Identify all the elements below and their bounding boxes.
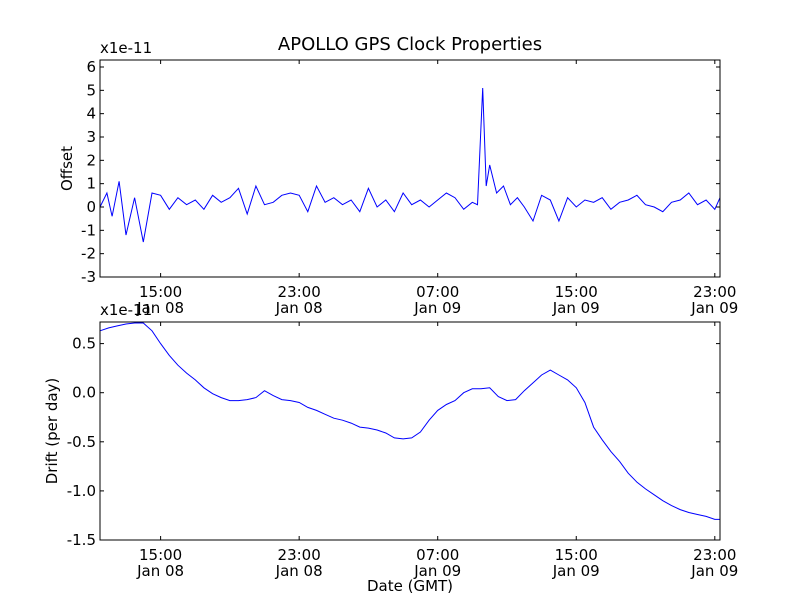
offset-ytick-label: -3 (81, 268, 96, 286)
drift-y-axis-label: Drift (per day) (43, 378, 61, 485)
drift-xtick-date: Jan 08 (136, 562, 184, 580)
offset-xtick-date: Jan 09 (552, 299, 600, 317)
drift-xtick-date: Jan 09 (690, 562, 738, 580)
drift-xtick-time: 15:00 (139, 546, 182, 564)
offset-xtick-date: Jan 09 (690, 299, 738, 317)
offset-ytick-label: 4 (86, 105, 96, 123)
drift-xtick-date: Jan 09 (552, 562, 600, 580)
offset-ytick-label: 1 (86, 175, 96, 193)
drift-scale-label: x1e-11 (100, 301, 152, 319)
x-axis-label: Date (GMT) (367, 577, 453, 595)
drift-axes-frame (99, 321, 721, 541)
drift-ytick-label: -1.5 (67, 531, 96, 549)
offset-xtick-time: 23:00 (278, 283, 321, 301)
drift-ytick-label: -0.5 (67, 433, 96, 451)
offset-xtick-date: Jan 09 (413, 299, 461, 317)
offset-ytick-label: -1 (81, 221, 96, 239)
offset-xtick-time: 15:00 (555, 283, 598, 301)
offset-xtick-date: Jan 08 (275, 299, 323, 317)
offset-scale-label: x1e-11 (100, 39, 152, 57)
offset-ytick-label: 2 (86, 151, 96, 169)
drift-ytick-label: 0.0 (72, 384, 96, 402)
offset-line (99, 87, 721, 243)
offset-xtick-time: 15:00 (139, 283, 182, 301)
drift-xtick-time: 23:00 (693, 546, 736, 564)
offset-ytick-label: 5 (86, 81, 96, 99)
offset-axes-frame (99, 59, 721, 278)
offset-ytick-label: 6 (86, 58, 96, 76)
drift-xtick-time: 07:00 (416, 546, 459, 564)
drift-line (99, 322, 720, 520)
drift-ytick-label: -1.0 (67, 482, 96, 500)
drift-xtick-date: Jan 09 (413, 562, 461, 580)
drift-ytick-label: 0.5 (72, 335, 96, 353)
drift-xtick-time: 15:00 (555, 546, 598, 564)
offset-xtick-date: Jan 08 (136, 299, 184, 317)
offset-ytick-label: 3 (86, 128, 96, 146)
offset-xtick-time: 07:00 (416, 283, 459, 301)
offset-ytick-label: -2 (81, 245, 96, 263)
offset-xtick-time: 23:00 (693, 283, 736, 301)
drift-xtick-time: 23:00 (278, 546, 321, 564)
chart-title: APOLLO GPS Clock Properties (278, 34, 542, 55)
drift-xtick-date: Jan 08 (275, 562, 323, 580)
offset-ytick-label: 0 (86, 198, 96, 216)
offset-y-axis-label: Offset (58, 146, 76, 191)
